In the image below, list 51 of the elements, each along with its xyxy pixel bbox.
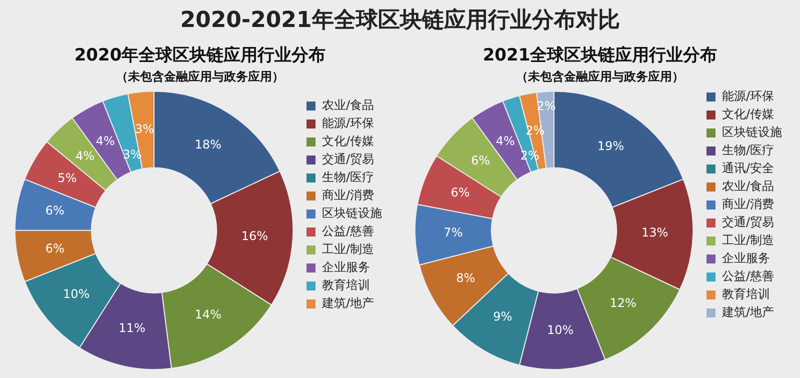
data-label: 4% [96, 134, 115, 148]
legend-label: 农业/食品 [722, 179, 774, 194]
data-label: 13% [641, 226, 668, 240]
chart-subtitle: （未包含金融应用与政务应用） [516, 70, 684, 84]
data-label: 10% [546, 323, 574, 338]
legend-label: 区块链设施 [722, 125, 782, 140]
data-label: 16% [241, 228, 268, 243]
data-label: 12% [610, 296, 636, 310]
data-label: 18% [194, 137, 222, 152]
legend-label: 交通/贸易 [722, 215, 774, 230]
chart-subtitle: （未包含金融应用与政务应用） [116, 70, 284, 84]
data-label: 6% [450, 185, 470, 200]
data-label: 6% [45, 204, 64, 218]
legend-label: 文化/传媒 [722, 107, 774, 122]
data-label: 4% [496, 134, 515, 148]
data-label: 7% [444, 226, 463, 240]
legend-label: 能源/环保 [722, 89, 774, 104]
legend-label: 交通/贸易 [322, 152, 374, 166]
data-label: 4% [75, 149, 94, 164]
data-label: 6% [45, 241, 64, 256]
chart-title: 2020年全球区块链应用行业分布 [74, 46, 326, 66]
legend-label: 文化/传媒 [322, 134, 374, 148]
legend-label: 通讯/安全 [722, 161, 774, 176]
legend-label: 教育培训 [722, 287, 770, 302]
data-label: 8% [456, 271, 476, 286]
data-label: 9% [493, 309, 512, 324]
legend-label: 公益/慈善 [322, 224, 374, 238]
data-label: 14% [194, 308, 222, 322]
legend-label: 农业/食品 [322, 98, 374, 112]
legend-label: 生物/医疗 [722, 143, 774, 158]
legend-label: 建筑/地产 [721, 305, 774, 320]
data-label: 11% [118, 320, 146, 335]
data-label: 10% [62, 286, 90, 301]
legend-label: 企业服务 [322, 260, 370, 274]
legend-label: 商业/消费 [722, 197, 774, 212]
legend-label: 区块链设施 [322, 206, 382, 220]
data-label: 19% [597, 139, 624, 154]
legend-label: 能源/环保 [322, 116, 374, 130]
legend-label: 工业/制造 [722, 233, 774, 248]
legend-label: 建筑/地产 [321, 296, 374, 310]
data-label: 5% [58, 171, 77, 186]
chart-title: 2021全球区块链应用行业分布 [482, 46, 718, 66]
legend-label: 生物/医疗 [322, 170, 374, 184]
legend-label: 公益/慈善 [722, 269, 774, 284]
data-label: 6% [470, 153, 490, 168]
legend-label: 企业服务 [722, 251, 770, 266]
text: 2020-2021年全球区块链应用行业分布对比 [179, 6, 621, 35]
data-label: 3% [134, 122, 154, 136]
legend-label: 商业/消费 [322, 188, 374, 202]
legend-label: 工业/制造 [322, 242, 374, 256]
legend-label: 教育培训 [322, 278, 370, 292]
